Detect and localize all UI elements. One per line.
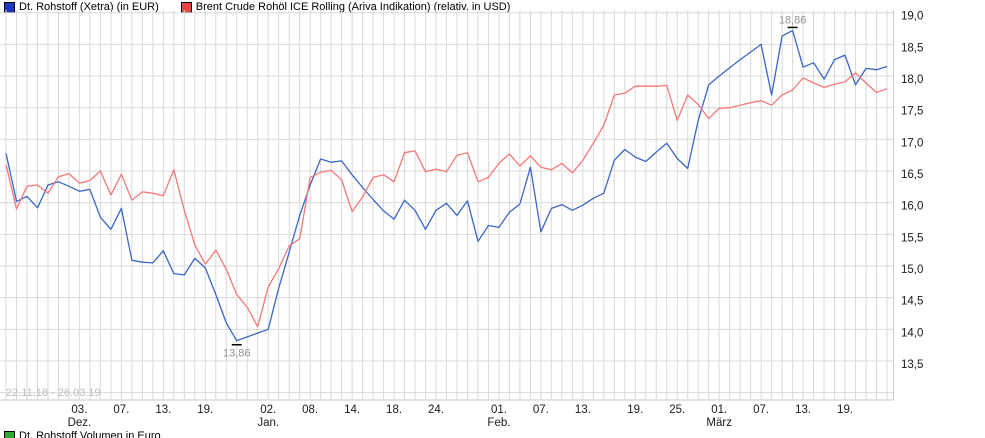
x-tick-label: 07. (113, 404, 129, 416)
x-tick-label: 03. (71, 404, 87, 416)
x-tick-label: 13. (575, 404, 591, 416)
y-tick-label: 16,0 (901, 201, 923, 213)
volume-legend: Dt. Rohstoff Volumen in Euro (4, 430, 161, 438)
dt-rohstoff-legend-swatch-icon (4, 1, 15, 13)
legend-item-brent: Brent Crude Rohöl ICE Rolling (Ariva Ind… (180, 1, 511, 13)
series-line-brent (5, 72, 888, 328)
x-tick-label: 08. (302, 404, 318, 416)
x-tick-label: 01. (711, 404, 727, 416)
x-month-label: Feb. (487, 417, 510, 429)
x-tick-label: 19. (837, 404, 853, 416)
y-tick-label: 17,5 (901, 106, 923, 118)
y-tick-label: 13,5 (901, 359, 923, 371)
series-line-dt-rohstoff (5, 29, 888, 342)
y-tick-label: 14,5 (901, 296, 923, 308)
dt-rohstoff-legend-label: Dt. Rohstoff (Xetra) (in EUR) (19, 1, 159, 13)
x-tick-label: 19. (197, 404, 213, 416)
x-tick-label: 13. (155, 404, 171, 416)
y-tick-label: 18,5 (901, 42, 923, 54)
y-tick-label: 15,5 (901, 232, 923, 244)
low-annotation: 13,86 (223, 348, 251, 360)
y-tick-label: 16,5 (901, 169, 923, 181)
brent-legend-swatch-icon (180, 1, 192, 13)
top-legend: Dt. Rohstoff (Xetra) (in EUR) Brent Crud… (4, 1, 532, 13)
x-tick-label: 14. (344, 404, 360, 416)
x-month-label: März (706, 417, 732, 429)
x-month-label: Jan. (257, 417, 279, 429)
y-tick-label: 17,0 (901, 137, 923, 149)
y-tick-label: 14,0 (901, 327, 923, 339)
brent-legend-label: Brent Crude Rohöl ICE Rolling (Ariva Ind… (195, 1, 511, 13)
volume-legend-swatch-icon (4, 430, 15, 438)
x-tick-label: 02. (260, 404, 276, 416)
high-annotation: 18,86 (779, 14, 807, 26)
y-tick-label: 15,0 (901, 264, 923, 276)
volume-legend-label: Dt. Rohstoff Volumen in Euro (19, 430, 161, 438)
x-tick-label: 07. (753, 404, 769, 416)
x-tick-label: 24. (428, 404, 444, 416)
x-tick-label: 07. (533, 404, 549, 416)
period-watermark: 22.11.18 - 26.03.19 (6, 387, 101, 399)
x-month-label: Dez. (68, 417, 92, 429)
y-tick-label: 19,0 (901, 11, 923, 23)
x-tick-label: 01. (491, 404, 507, 416)
legend-item-dt-rohstoff: Dt. Rohstoff (Xetra) (in EUR) (4, 1, 159, 13)
x-tick-label: 19. (627, 404, 643, 416)
x-tick-label: 13. (795, 404, 811, 416)
y-tick-label: 18,0 (901, 74, 923, 86)
x-tick-label: 18. (386, 404, 402, 416)
x-tick-label: 25. (669, 404, 685, 416)
